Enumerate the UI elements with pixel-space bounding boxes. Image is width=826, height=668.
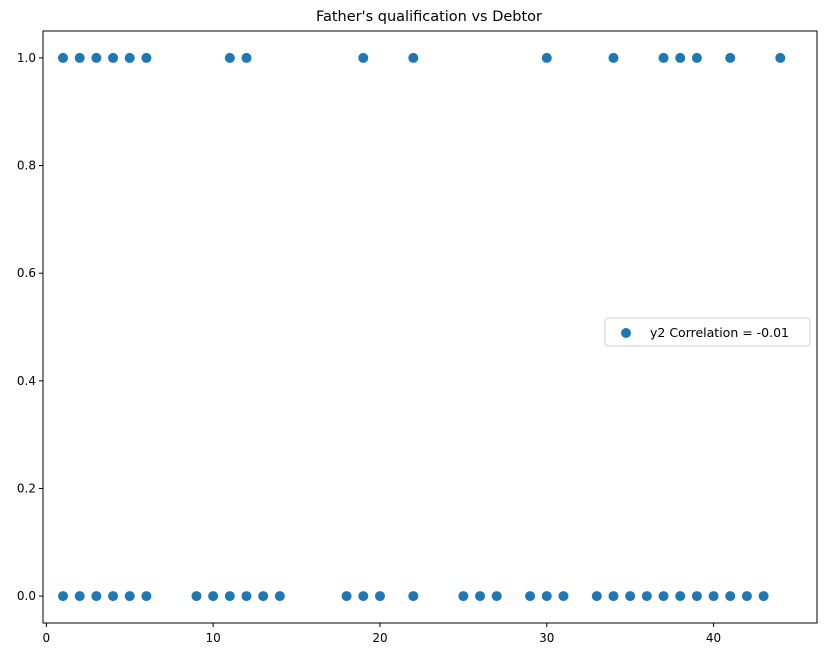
legend-box <box>604 317 811 347</box>
data-point <box>658 591 669 602</box>
y-tick-label: 0.8 <box>17 159 36 173</box>
data-point <box>241 52 252 63</box>
data-point <box>408 52 419 63</box>
data-point <box>458 591 469 602</box>
data-point <box>224 52 235 63</box>
data-point <box>608 591 619 602</box>
plot-area-frame <box>42 30 818 624</box>
data-point <box>491 591 502 602</box>
y-axis: 0.0 0.2 0.4 0.6 0.8 1.0 <box>17 51 43 603</box>
data-point <box>658 52 669 63</box>
data-point <box>675 591 686 602</box>
data-point <box>691 591 702 602</box>
data-point <box>558 591 569 602</box>
legend: y2 Correlation = -0.01 <box>604 317 811 347</box>
x-tick-label: 10 <box>206 631 221 645</box>
data-point <box>608 52 619 63</box>
data-point <box>625 591 636 602</box>
data-point <box>541 591 552 602</box>
y-tick-label: 1.0 <box>17 51 36 65</box>
data-point <box>775 52 786 63</box>
data-point <box>74 52 85 63</box>
data-point <box>208 591 219 602</box>
legend-label: y2 Correlation = -0.01 <box>650 325 789 340</box>
data-point <box>741 591 752 602</box>
data-point <box>124 52 135 63</box>
x-tick-label: 30 <box>539 631 554 645</box>
x-tick-label: 0 <box>43 631 51 645</box>
points-layer <box>58 52 786 602</box>
data-point <box>341 591 352 602</box>
data-point <box>641 591 652 602</box>
data-point <box>258 591 269 602</box>
data-point <box>374 591 385 602</box>
y-tick-label: 0.0 <box>17 589 36 603</box>
data-point <box>541 52 552 63</box>
y-tick-label: 0.2 <box>17 481 36 495</box>
data-point <box>408 591 419 602</box>
legend-marker <box>621 328 631 338</box>
data-point <box>108 591 119 602</box>
data-point <box>708 591 719 602</box>
data-point <box>758 591 769 602</box>
data-point <box>358 52 369 63</box>
data-point <box>124 591 135 602</box>
data-point <box>691 52 702 63</box>
data-point <box>525 591 536 602</box>
x-tick-label: 20 <box>372 631 387 645</box>
data-point <box>58 591 69 602</box>
data-point <box>91 591 102 602</box>
data-point <box>675 52 686 63</box>
data-point <box>141 591 152 602</box>
data-point <box>74 591 85 602</box>
data-point <box>241 591 252 602</box>
data-point <box>358 591 369 602</box>
x-axis: 0 10 20 30 40 <box>43 623 721 645</box>
y-tick-label: 0.4 <box>17 374 36 388</box>
data-point <box>141 52 152 63</box>
data-point <box>274 591 285 602</box>
data-point <box>91 52 102 63</box>
data-point <box>224 591 235 602</box>
data-point <box>58 52 69 63</box>
y-tick-label: 0.6 <box>17 266 36 280</box>
data-point <box>591 591 602 602</box>
data-point <box>108 52 119 63</box>
data-point <box>475 591 486 602</box>
data-point <box>191 591 202 602</box>
x-tick-label: 40 <box>706 631 721 645</box>
chart-title: Father's qualification vs Debtor <box>316 9 542 25</box>
data-point <box>725 52 736 63</box>
data-point <box>725 591 736 602</box>
